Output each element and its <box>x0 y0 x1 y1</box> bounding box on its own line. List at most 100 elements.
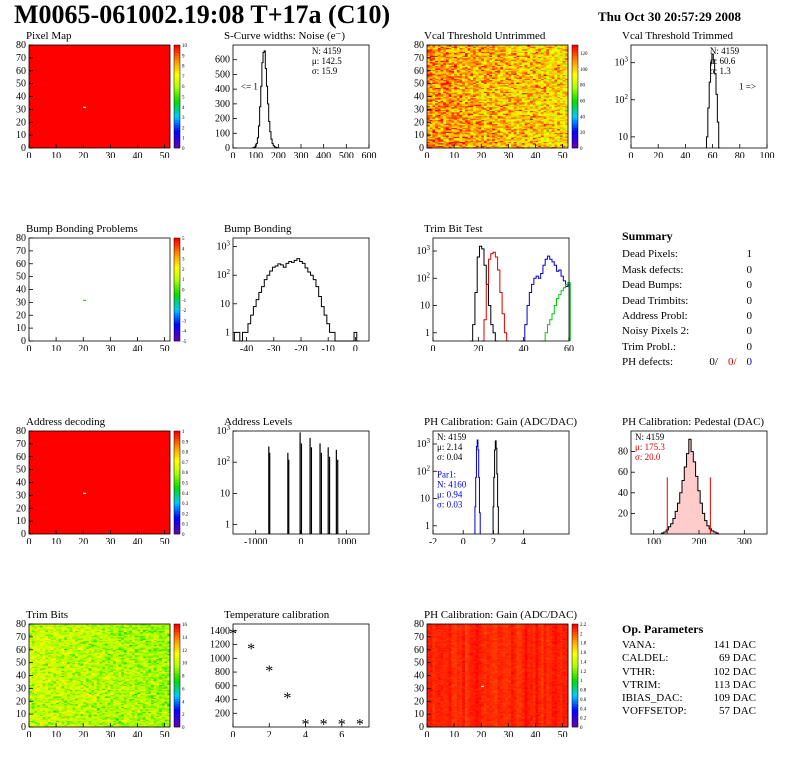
heatmap-cell <box>511 119 515 122</box>
colorscale-segment <box>174 302 180 306</box>
heatmap-cell <box>481 51 485 54</box>
heatmap-cell <box>543 100 547 103</box>
heatmap-cell <box>508 56 512 59</box>
heatmap-cell <box>31 651 35 653</box>
heatmap-cell <box>454 142 458 145</box>
heatmap-cell <box>516 136 520 139</box>
heatmap-cell <box>432 61 436 64</box>
heatmap-cell <box>516 137 520 140</box>
heatmap-cell <box>481 123 485 126</box>
heatmap-cell <box>29 653 33 656</box>
heatmap-cell <box>549 141 553 144</box>
heatmap-cell <box>527 57 531 60</box>
heatmap-cell <box>429 79 433 82</box>
heatmap-cell <box>435 96 439 99</box>
heatmap-cell <box>481 52 485 55</box>
heatmap-cell <box>543 140 547 142</box>
heatmap-cell <box>440 138 444 141</box>
heatmap-cell <box>546 122 550 124</box>
heatmap-cell <box>454 146 458 149</box>
heatmap-cell <box>473 64 477 66</box>
heatmap-cell <box>489 91 493 94</box>
heatmap-cell <box>524 48 528 51</box>
heatmap-cell <box>530 77 534 79</box>
heatmap-cell <box>37 710 41 712</box>
heatmap-cell <box>37 716 41 719</box>
heatmap-cell <box>565 87 569 90</box>
heatmap-cell <box>500 83 504 86</box>
heatmap-cell <box>443 114 447 117</box>
heatmap-cell <box>464 123 469 126</box>
heatmap-cell <box>473 78 477 81</box>
heatmap-cell <box>448 59 452 61</box>
heatmap-cell <box>473 59 477 61</box>
heatmap-cell <box>519 55 523 57</box>
heatmap-cell <box>532 63 536 65</box>
heatmap-cell <box>551 54 555 56</box>
heatmap-cell <box>443 51 447 54</box>
heatmap-cell <box>492 129 496 132</box>
heatmap-cell <box>440 78 444 81</box>
heatmap-cell <box>543 69 547 72</box>
colorscale-segment <box>174 431 180 434</box>
heatmap-cell <box>427 142 431 145</box>
heatmap-cell <box>445 106 450 109</box>
heatmap-cell <box>464 131 469 133</box>
heatmap-cell <box>454 84 458 87</box>
heatmap-cell <box>543 88 547 91</box>
heatmap-cell <box>456 78 460 81</box>
heatmap-cell <box>486 123 490 126</box>
heatmap-cell <box>448 99 452 101</box>
heatmap-cell <box>516 55 520 57</box>
heatmap-cell <box>559 111 563 114</box>
heatmap-cell <box>511 88 515 91</box>
heatmap-cell <box>494 133 498 136</box>
heatmap-cell <box>532 56 536 59</box>
heatmap-cell <box>440 131 444 133</box>
heatmap-cell <box>557 68 561 70</box>
heatmap-cell <box>505 69 509 72</box>
heatmap-cell <box>451 115 455 118</box>
heatmap-cell <box>516 60 520 63</box>
x-tick-label: 10 <box>449 151 459 158</box>
heatmap-cell <box>540 93 544 96</box>
heatmap-cell <box>508 132 512 135</box>
heatmap-cell <box>565 70 569 73</box>
heatmap-cell <box>445 64 450 66</box>
heatmap-cell <box>443 133 447 136</box>
heatmap-cell <box>521 70 526 73</box>
colorscale-segment <box>572 86 578 90</box>
heatmap-cell <box>511 54 515 56</box>
heatmap-cell <box>524 65 528 68</box>
heatmap-cell <box>467 141 471 144</box>
summary-label: PH defects: <box>622 356 674 369</box>
heatmap-cell <box>508 77 512 79</box>
heatmap-cell <box>527 64 531 66</box>
colorscale-label: 0 <box>182 147 185 152</box>
heatmap-cell <box>500 141 504 144</box>
heatmap-cell <box>445 50 450 52</box>
heatmap-cell <box>492 97 496 100</box>
heatmap-cell <box>435 47 439 50</box>
heatmap-cell <box>559 105 563 108</box>
heatmap-cell <box>554 63 558 65</box>
heatmap-cell <box>427 110 431 113</box>
heatmap-cell <box>535 126 539 128</box>
heatmap-cell <box>470 104 474 106</box>
heatmap-cell <box>562 123 566 126</box>
heatmap-cell <box>456 75 460 78</box>
heatmap-cell <box>467 111 471 114</box>
heatmap-cell <box>29 706 33 709</box>
heatmap-cell <box>516 93 520 96</box>
heatmap-cell <box>464 117 469 119</box>
heatmap-cell <box>470 73 474 76</box>
heatmap-cell <box>538 47 542 50</box>
heatmap-cell <box>549 92 553 95</box>
heatmap-cell <box>527 68 531 70</box>
heatmap-cell <box>435 54 439 56</box>
heatmap-cell <box>456 128 460 131</box>
colorscale-label: 1 <box>182 278 185 283</box>
heatmap-cell <box>29 712 33 715</box>
heatmap-cell <box>562 64 566 66</box>
